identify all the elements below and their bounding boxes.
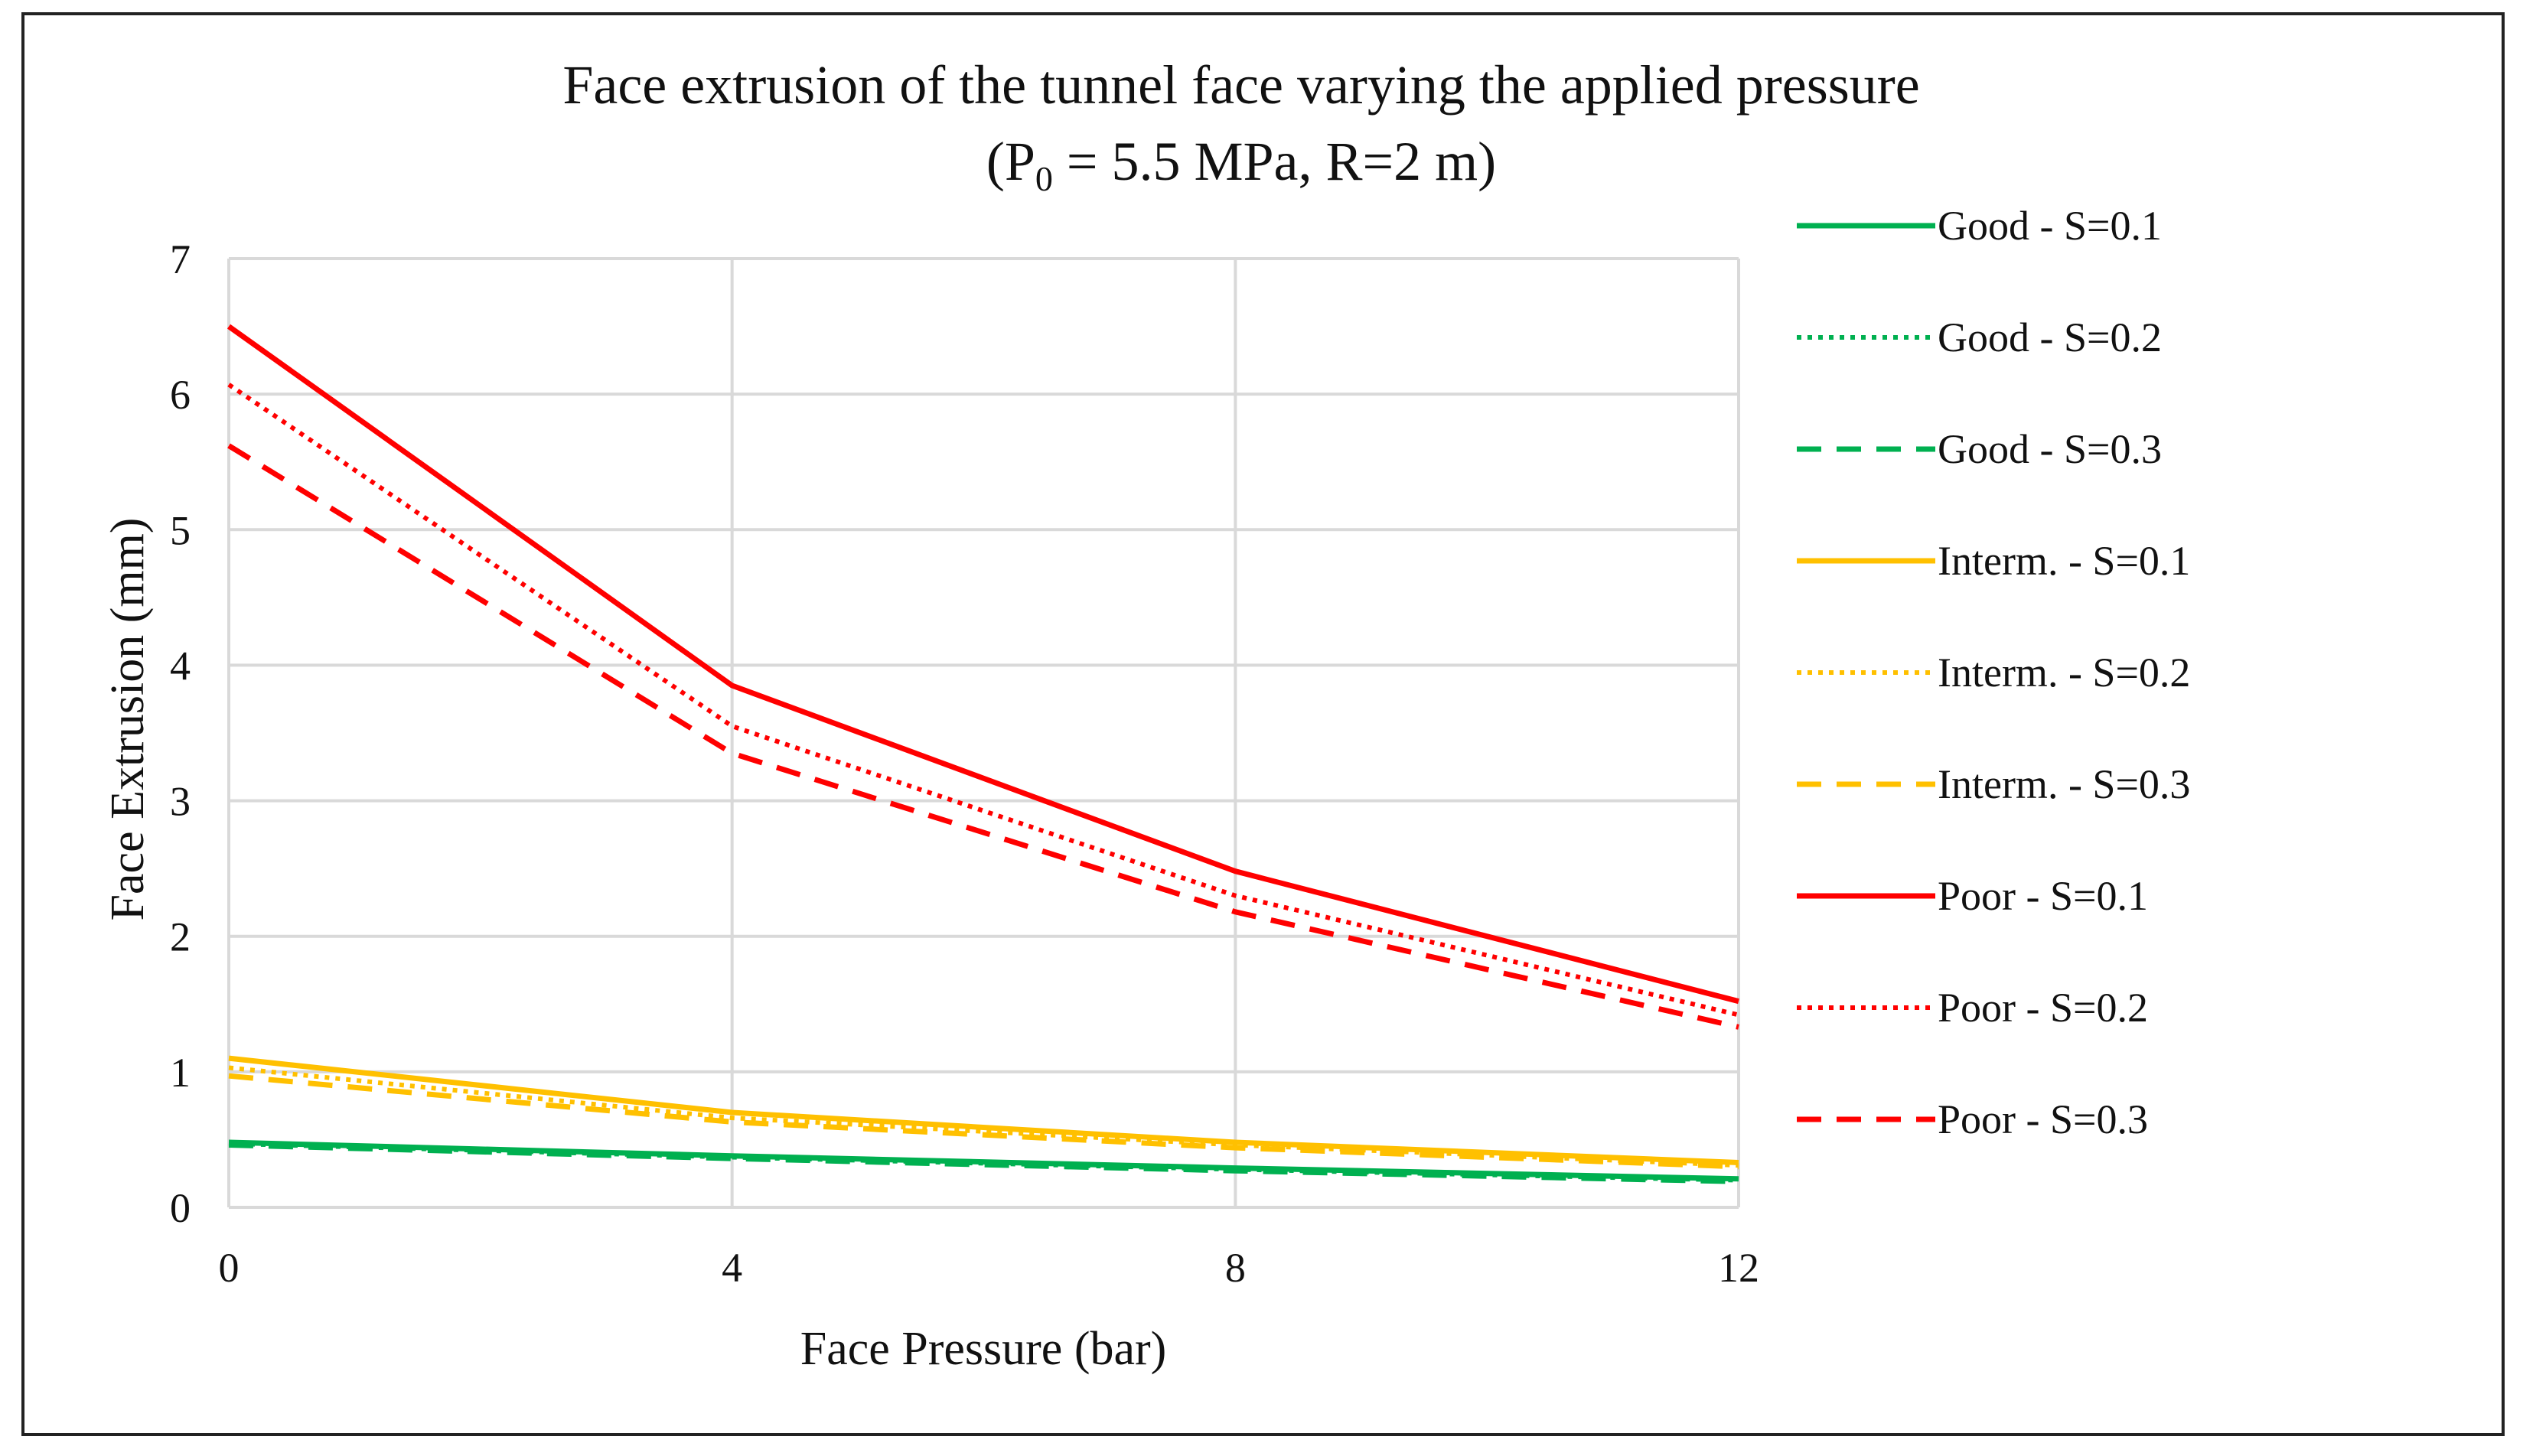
series-line-3: [228, 1142, 1739, 1184]
legend-label-9: Poor - S=0.3: [1938, 1096, 2148, 1142]
legend: Good - S=0.1 Good - S=0.2 Good - S=0.3 Inte…: [1797, 203, 2190, 1142]
y-axis-title: Face Extrusion (mm): [102, 518, 154, 921]
y-tick-label-1: 1: [170, 1050, 191, 1096]
y-tick-label-4: 4: [170, 643, 191, 689]
series-line-7: [227, 324, 1739, 1005]
legend-label-3: Good - S=0.3: [1938, 426, 2162, 472]
chart-subtitle: (P0 = 5.5 MPa, R=2 m): [986, 131, 1496, 198]
y-tick-label-5: 5: [170, 507, 191, 553]
legend-label-6: Interm. - S=0.3: [1938, 761, 2190, 807]
y-tick-label-2: 2: [170, 914, 191, 960]
y-tick-label-6: 6: [170, 372, 191, 418]
y-tick-label-0: 0: [170, 1185, 191, 1231]
x-axis-title: Face Pressure (bar): [800, 1323, 1167, 1375]
series-line-6: [228, 1073, 1739, 1170]
x-tick-label-8: 8: [1225, 1245, 1246, 1291]
series-line-8: [227, 383, 1739, 1018]
legend-label-7: Poor - S=0.1: [1938, 873, 2148, 919]
series-line-9: [227, 443, 1739, 1030]
chart-subtitle-suffix: = 5.5 MPa, R=2 m): [1053, 131, 1496, 192]
series-line-4: [228, 1055, 1739, 1165]
legend-label-4: Interm. - S=0.1: [1938, 538, 2190, 584]
y-tick-labels: 0 1 2 3 4 5 6 7: [170, 236, 191, 1231]
chart-frame: Face extrusion of the tunnel face varyin…: [21, 12, 2505, 1436]
y-tick-label-7: 7: [170, 236, 191, 282]
x-tick-label-0: 0: [219, 1245, 240, 1291]
x-tick-label-4: 4: [722, 1245, 742, 1291]
chart-subtitle-subscript: 0: [1035, 159, 1053, 198]
legend-label-1: Good - S=0.1: [1938, 203, 2162, 249]
x-tick-label-12: 12: [1718, 1245, 1759, 1291]
series-lines: [227, 324, 1739, 1184]
line-chart: Face extrusion of the tunnel face varyin…: [102, 54, 2190, 1375]
gridlines: [227, 257, 1740, 1209]
y-tick-label-3: 3: [170, 779, 191, 825]
legend-label-5: Interm. - S=0.2: [1938, 650, 2190, 695]
legend-label-8: Poor - S=0.2: [1938, 985, 2148, 1031]
chart-subtitle-prefix: (P: [986, 131, 1035, 192]
x-tick-labels: 0 4 8 12: [219, 1245, 1760, 1291]
legend-label-2: Good - S=0.2: [1938, 314, 2162, 360]
chart-title: Face extrusion of the tunnel face varyin…: [562, 54, 1919, 116]
